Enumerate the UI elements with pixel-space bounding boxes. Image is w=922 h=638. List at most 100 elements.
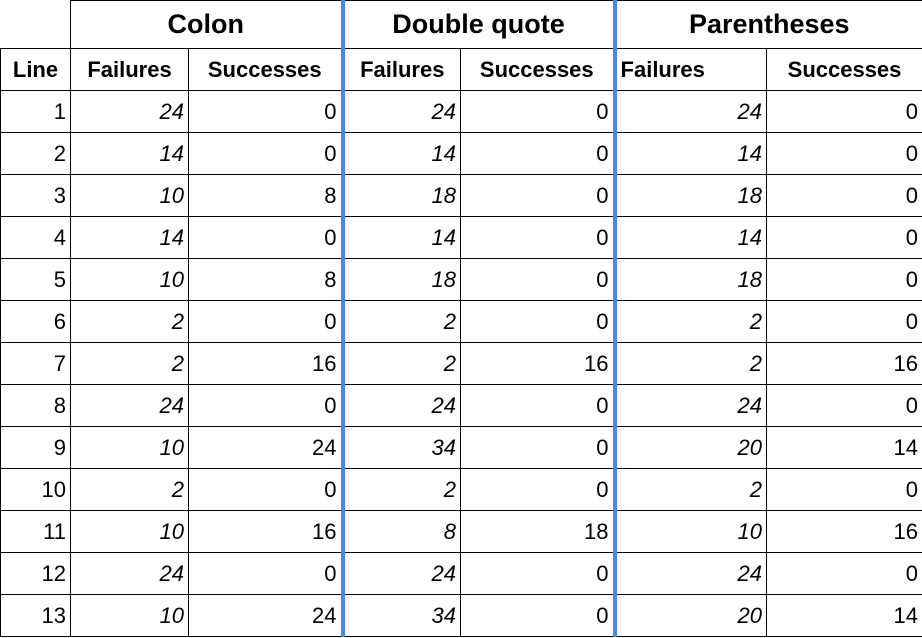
cell-double-quote-successes: 0 (460, 216, 616, 259)
column-header-colon-failures: Failures (70, 48, 189, 91)
column-header-colon-successes: Successes (187, 48, 344, 91)
cell-double-quote-failures: 24 (340, 552, 462, 595)
table-row: 3 10 8 18 0 18 0 (0, 174, 922, 217)
cell-parentheses-failures: 18 (612, 174, 768, 217)
cell-line: 5 (0, 258, 71, 301)
cell-line: 12 (0, 552, 71, 595)
column-header-line: Line (0, 48, 71, 91)
cell-colon-failures: 10 (70, 426, 189, 469)
cell-parentheses-failures: 20 (612, 426, 768, 469)
cell-parentheses-successes: 14 (766, 426, 922, 469)
cell-colon-failures: 10 (70, 510, 189, 553)
column-header-double-quote-failures: Failures (340, 48, 462, 91)
cell-parentheses-failures: 24 (612, 384, 768, 427)
cell-line: 10 (0, 468, 71, 511)
cell-parentheses-successes: 0 (766, 300, 922, 343)
cell-double-quote-failures: 2 (340, 468, 462, 511)
cell-double-quote-successes: 0 (460, 258, 616, 301)
corner-cell (0, 0, 71, 49)
cell-colon-successes: 16 (187, 510, 344, 553)
cell-double-quote-successes: 16 (460, 342, 616, 385)
column-header-parentheses-failures: Failures (612, 48, 768, 91)
cell-double-quote-successes: 0 (460, 594, 616, 637)
cell-parentheses-failures: 10 (612, 510, 768, 553)
cell-double-quote-successes: 0 (460, 468, 616, 511)
column-header-row: Line Failures Successes Failures Success… (0, 48, 922, 91)
cell-parentheses-failures: 2 (612, 342, 768, 385)
cell-parentheses-failures: 18 (612, 258, 768, 301)
group-header-parentheses: Parentheses (612, 0, 922, 49)
cell-colon-failures: 10 (70, 594, 189, 637)
column-header-double-quote-successes: Successes (460, 48, 616, 91)
cell-double-quote-failures: 2 (340, 342, 462, 385)
cell-parentheses-failures: 2 (612, 300, 768, 343)
cell-double-quote-failures: 24 (340, 90, 462, 133)
table-row: 8 24 0 24 0 24 0 (0, 384, 922, 427)
group-header-row: Colon Double quote Parentheses (0, 0, 922, 49)
cell-line: 11 (0, 510, 71, 553)
table-body: 1 24 0 24 0 24 0 2 14 0 14 0 14 0 3 10 8 18 0 18 0 4 14 0 14 0 14 0… (0, 90, 922, 637)
cell-double-quote-failures: 14 (340, 132, 462, 175)
cell-colon-failures: 24 (70, 384, 189, 427)
cell-parentheses-successes: 0 (766, 216, 922, 259)
cell-colon-failures: 2 (70, 342, 189, 385)
cell-double-quote-successes: 18 (460, 510, 616, 553)
cell-parentheses-successes: 0 (766, 552, 922, 595)
cell-parentheses-failures: 14 (612, 132, 768, 175)
cell-line: 2 (0, 132, 71, 175)
cell-line: 9 (0, 426, 71, 469)
cell-colon-failures: 14 (70, 132, 189, 175)
cell-colon-successes: 16 (187, 342, 344, 385)
cell-colon-successes: 8 (187, 258, 344, 301)
table-row: 5 10 8 18 0 18 0 (0, 258, 922, 301)
cell-double-quote-successes: 0 (460, 426, 616, 469)
cell-double-quote-failures: 24 (340, 384, 462, 427)
cell-double-quote-failures: 8 (340, 510, 462, 553)
table-row: 1 24 0 24 0 24 0 (0, 90, 922, 133)
table-row: 9 10 24 34 0 20 14 (0, 426, 922, 469)
cell-double-quote-successes: 0 (460, 90, 616, 133)
group-header-colon: Colon (69, 0, 344, 49)
cell-parentheses-successes: 0 (766, 384, 922, 427)
table-row: 13 10 24 34 0 20 14 (0, 594, 922, 637)
cell-colon-failures: 10 (70, 174, 189, 217)
cell-colon-successes: 0 (187, 552, 344, 595)
table-row: 2 14 0 14 0 14 0 (0, 132, 922, 175)
table-row: 10 2 0 2 0 2 0 (0, 468, 922, 511)
cell-double-quote-successes: 0 (460, 552, 616, 595)
cell-line: 6 (0, 300, 71, 343)
cell-parentheses-successes: 14 (766, 594, 922, 637)
cell-colon-failures: 24 (70, 90, 189, 133)
cell-parentheses-successes: 16 (766, 510, 922, 553)
table-row: 7 2 16 2 16 2 16 (0, 342, 922, 385)
cell-line: 13 (0, 594, 71, 637)
cell-parentheses-failures: 14 (612, 216, 768, 259)
cell-colon-failures: 2 (70, 468, 189, 511)
cell-parentheses-failures: 24 (612, 552, 768, 595)
cell-line: 1 (0, 90, 71, 133)
cell-colon-successes: 0 (187, 132, 344, 175)
cell-line: 3 (0, 174, 71, 217)
cell-parentheses-successes: 0 (766, 258, 922, 301)
cell-double-quote-successes: 0 (460, 174, 616, 217)
cell-parentheses-successes: 16 (766, 342, 922, 385)
cell-double-quote-failures: 18 (340, 174, 462, 217)
group-header-double-quote: Double quote (340, 0, 616, 49)
cell-parentheses-successes: 0 (766, 174, 922, 217)
cell-double-quote-failures: 14 (340, 216, 462, 259)
cell-double-quote-failures: 2 (340, 300, 462, 343)
cell-colon-failures: 2 (70, 300, 189, 343)
cell-colon-failures: 10 (70, 258, 189, 301)
cell-parentheses-failures: 24 (612, 90, 768, 133)
table-row: 4 14 0 14 0 14 0 (0, 216, 922, 259)
cell-colon-failures: 14 (70, 216, 189, 259)
cell-colon-failures: 24 (70, 552, 189, 595)
table-row: 12 24 0 24 0 24 0 (0, 552, 922, 595)
cell-colon-successes: 24 (187, 594, 344, 637)
cell-double-quote-successes: 0 (460, 300, 616, 343)
cell-colon-successes: 0 (187, 384, 344, 427)
cell-colon-successes: 0 (187, 90, 344, 133)
cell-line: 7 (0, 342, 71, 385)
